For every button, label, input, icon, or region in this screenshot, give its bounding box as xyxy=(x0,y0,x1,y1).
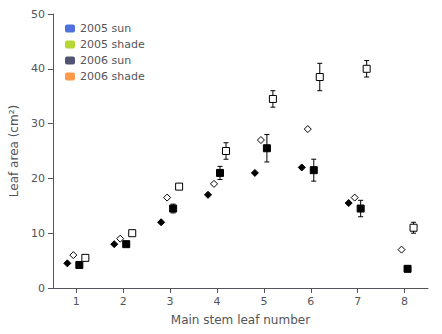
svg-text:2006 shade: 2006 shade xyxy=(80,70,145,83)
svg-text:7: 7 xyxy=(354,295,361,308)
svg-text:20: 20 xyxy=(31,172,45,185)
svg-text:2005 sun: 2005 sun xyxy=(80,22,131,35)
svg-text:10: 10 xyxy=(31,227,45,240)
svg-text:5: 5 xyxy=(260,295,267,308)
svg-text:0: 0 xyxy=(38,282,45,295)
svg-text:2005 shade: 2005 shade xyxy=(80,38,145,51)
svg-text:40: 40 xyxy=(31,62,45,75)
svg-text:Leaf area (cm²): Leaf area (cm²) xyxy=(7,105,21,197)
svg-text:50: 50 xyxy=(31,8,45,21)
svg-text:4: 4 xyxy=(214,295,221,308)
svg-text:30: 30 xyxy=(31,117,45,130)
svg-text:2006 sun: 2006 sun xyxy=(80,54,131,67)
svg-text:1: 1 xyxy=(73,295,80,308)
svg-text:3: 3 xyxy=(167,295,174,308)
svg-text:6: 6 xyxy=(307,295,314,308)
svg-text:2: 2 xyxy=(120,295,127,308)
svg-text:8: 8 xyxy=(401,295,408,308)
svg-text:Main stem leaf number: Main stem leaf number xyxy=(171,313,310,327)
